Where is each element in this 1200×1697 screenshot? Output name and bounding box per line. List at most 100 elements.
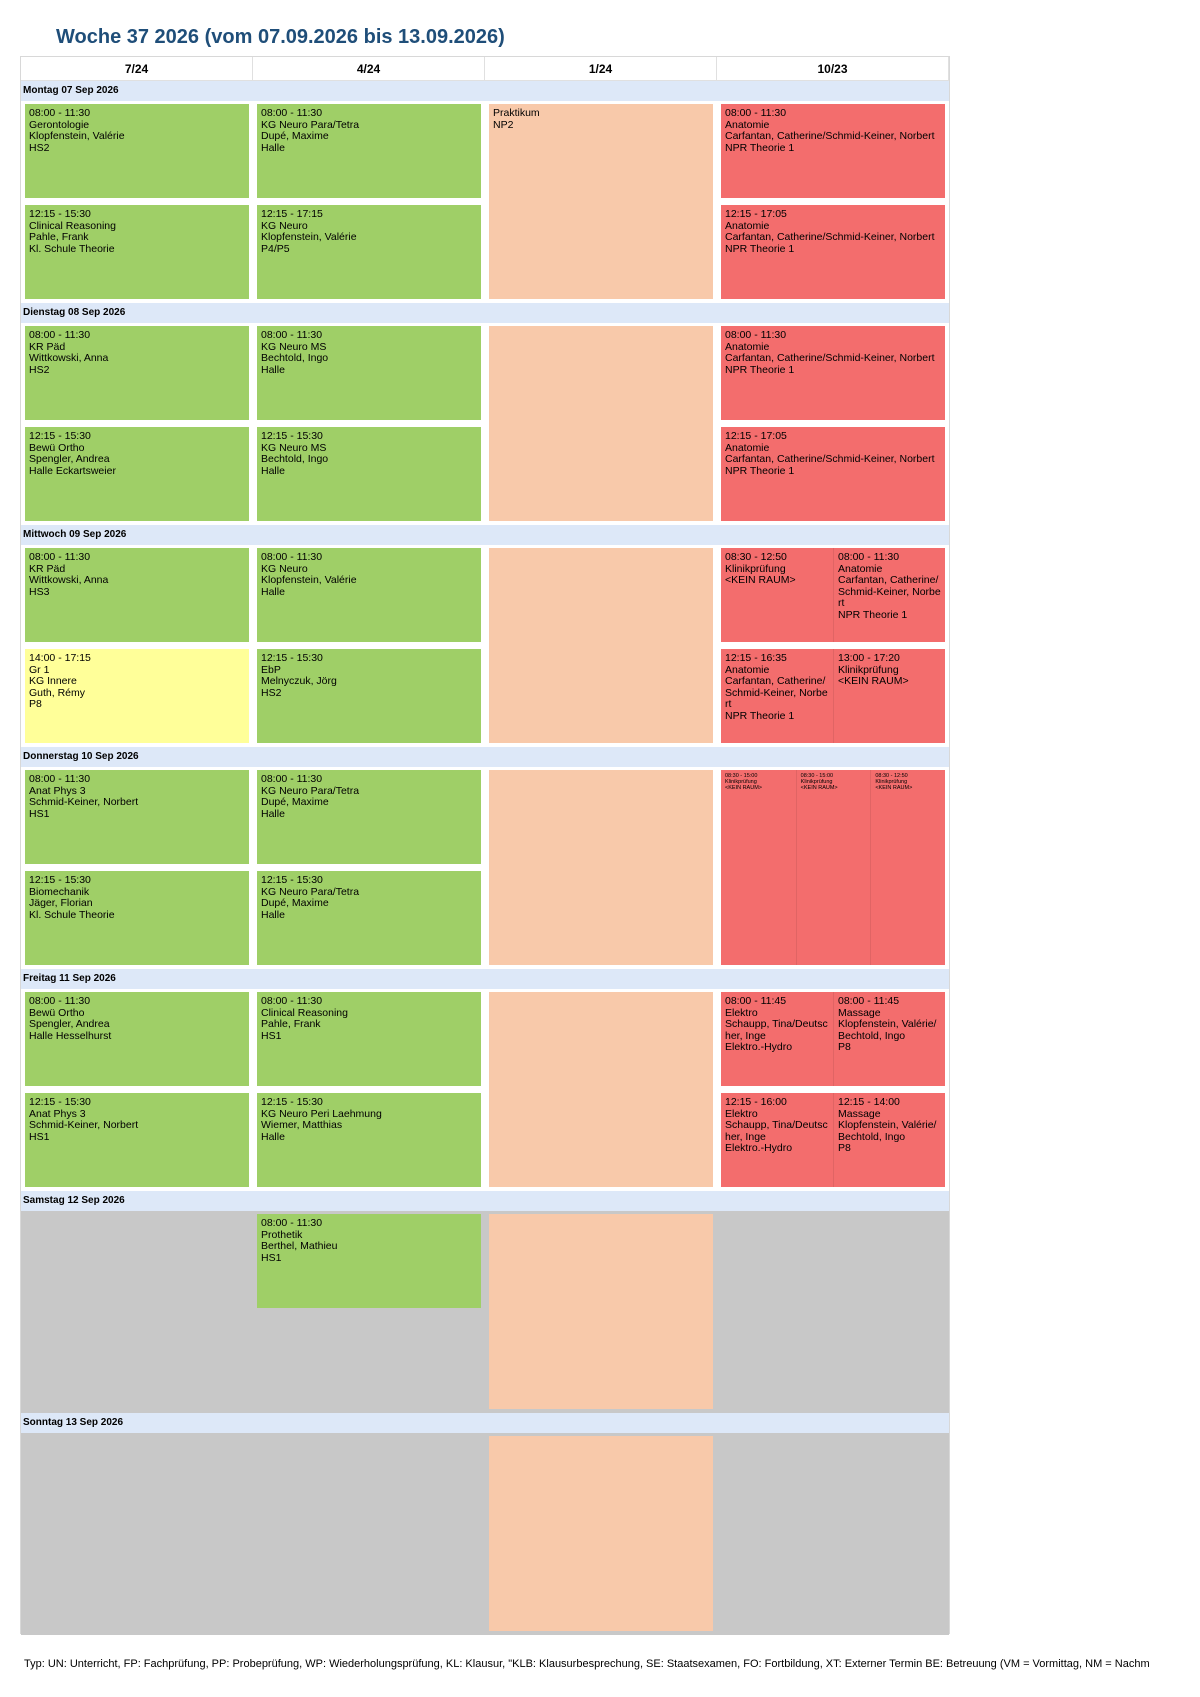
event-line: 12:15 - 16:35 bbox=[725, 652, 787, 664]
event-line: 13:00 - 17:20 bbox=[838, 652, 900, 664]
event-line: Bechtold, Ingo bbox=[261, 352, 329, 364]
day-background bbox=[21, 1211, 949, 1413]
event: 12:15 - 14:00 Massage Klopfenstein, Valéri… bbox=[833, 1093, 945, 1187]
event-line: <KEIN RAUM> bbox=[875, 785, 913, 791]
event: 12:15 - 17:15 KG Neuro Klopfenstein, Valér… bbox=[257, 205, 481, 299]
event-line: 08:00 - 11:30 bbox=[261, 329, 323, 341]
legend-footer: Typ: UN: Unterricht, FP: Fachprüfung, PP… bbox=[24, 1658, 1150, 1670]
event-line: Kl. Schule Theorie bbox=[29, 908, 115, 921]
event-line: 08:00 - 11:45 bbox=[838, 995, 900, 1007]
event-line: Carfantan, Catherine/Schmid-Keiner, Norb… bbox=[725, 352, 935, 364]
event: 13:00 - 17:20 Klinikprüfung <KEIN RAUM> bbox=[833, 649, 945, 743]
event-line: Anatomie bbox=[725, 340, 770, 353]
timetable: 7/24 4/24 1/24 10/23 Montag 07 Sep 2026 08:00… bbox=[20, 56, 950, 1635]
event-line: Dupé, Maxime bbox=[261, 796, 329, 808]
event-line: 08:00 - 11:30 bbox=[29, 773, 91, 785]
event-line: Anat Phys 3 bbox=[29, 1107, 86, 1120]
event: 12:15 - 16:00 Elektro Schaupp, Tina/Deutsc… bbox=[721, 1093, 833, 1187]
day-header: Mittwoch 09 Sep 2026 bbox=[21, 525, 949, 545]
event-line: Massage bbox=[838, 1006, 881, 1019]
event: 12:15 - 15:30 EbP Melnyczuk, Jörg HS2 bbox=[257, 649, 481, 743]
event-line: Klopfenstein, Valérie bbox=[29, 130, 125, 142]
day-header: Freitag 11 Sep 2026 bbox=[21, 969, 949, 989]
event-line: 08:00 - 11:30 bbox=[261, 1217, 323, 1229]
day-header: Montag 07 Sep 2026 bbox=[21, 81, 949, 101]
event-line: Schmid-Keiner, Norbert bbox=[29, 1119, 139, 1131]
event-line: Klopfenstein, Valérie/Bechtold, Ingo bbox=[838, 1018, 937, 1042]
event: 12:15 - 15:30 KG Neuro Para/Tetra Dupé, Ma… bbox=[257, 871, 481, 965]
event-line: Klinikprüfung bbox=[725, 779, 757, 785]
event-line: 12:15 - 15:30 bbox=[261, 652, 323, 664]
day-header: Dienstag 08 Sep 2026 bbox=[21, 303, 949, 323]
event-line: 08:00 - 11:30 bbox=[261, 773, 323, 785]
event-line: 12:15 - 17:05 bbox=[725, 430, 787, 442]
event-line: P8 bbox=[838, 1142, 851, 1154]
event-line: Jäger, Florian bbox=[29, 897, 93, 909]
event-line: Anatomie bbox=[725, 219, 770, 232]
event-line: Schaupp, Tina/Deutscher, Inge bbox=[725, 1018, 828, 1042]
event-line: Wittkowski, Anna bbox=[29, 352, 109, 364]
event-line: Elektro.-Hydro bbox=[725, 1142, 793, 1154]
event-line: KG Neuro bbox=[261, 562, 308, 575]
event-line: Pahle, Frank bbox=[29, 231, 89, 243]
event-line: Halle bbox=[261, 1130, 285, 1143]
event-line: KR Päd bbox=[29, 340, 66, 353]
event: 14:00 - 17:15 Gr 1 KG Innere Guth, Rémy P8 bbox=[25, 649, 249, 743]
event-line: Anatomie bbox=[725, 118, 770, 131]
event: 08:00 - 11:45 Massage Klopfenstein, Valéri… bbox=[833, 992, 945, 1086]
event-line: Praktikum bbox=[493, 107, 540, 119]
event: 08:00 - 11:30 Gerontologie Klopfenstein, V… bbox=[25, 104, 249, 198]
event-line: 12:15 - 15:30 bbox=[29, 874, 91, 886]
event: 12:15 - 15:30 Biomechanik Jäger, Florian Kl… bbox=[25, 871, 249, 965]
event-line: 12:15 - 15:30 bbox=[261, 874, 323, 886]
event: 12:15 - 17:05 Anatomie Carfantan, Catherin… bbox=[721, 427, 945, 521]
event: 08:30 - 15:00 Klinikprüfung <KEIN RAUM> bbox=[721, 770, 796, 965]
event-line: Kl. Schule Theorie bbox=[29, 242, 115, 255]
event-line: 12:15 - 15:30 bbox=[29, 1096, 91, 1108]
event-line: 12:15 - 16:00 bbox=[725, 1096, 787, 1108]
event-line: NPR Theorie 1 bbox=[725, 141, 795, 154]
event bbox=[489, 326, 713, 521]
event-line: 12:15 - 14:00 bbox=[838, 1096, 900, 1108]
event-line: 14:00 - 17:15 bbox=[29, 652, 91, 664]
event-line: KG Neuro Para/Tetra bbox=[261, 118, 360, 131]
event-line: 08:00 - 11:45 bbox=[725, 995, 787, 1007]
event: 12:15 - 15:30 KG Neuro Peri Laehmung Wieme… bbox=[257, 1093, 481, 1187]
event-line: 12:15 - 15:30 bbox=[29, 208, 91, 220]
day-header: Sonntag 13 Sep 2026 bbox=[21, 1413, 949, 1433]
event-line: 12:15 - 15:30 bbox=[261, 1096, 323, 1108]
event-line: KG Neuro Peri Laehmung bbox=[261, 1107, 382, 1120]
event-line: Bewü Ortho bbox=[29, 441, 85, 454]
event-line: 08:30 - 15:00 bbox=[800, 773, 834, 779]
event-line: HS1 bbox=[29, 807, 50, 820]
event-line: Elektro bbox=[725, 1006, 758, 1019]
event-line: <KEIN RAUM> bbox=[725, 574, 796, 586]
event-line: Prothetik bbox=[261, 1228, 303, 1241]
event: 08:00 - 11:30 Anat Phys 3 Schmid-Keiner, N… bbox=[25, 770, 249, 864]
event-line: Elektro.-Hydro bbox=[725, 1041, 793, 1053]
column-header: 10/23 bbox=[717, 57, 949, 81]
event-line: Carfantan, Catherine/Schmid-Keiner, Norb… bbox=[725, 231, 935, 243]
event-line: Clinical Reasoning bbox=[29, 219, 116, 232]
event-line: 08:00 - 11:30 bbox=[29, 995, 91, 1007]
event-line: 08:30 - 12:50 bbox=[725, 551, 787, 563]
event bbox=[489, 770, 713, 965]
event-line: Halle Eckartsweier bbox=[29, 464, 116, 477]
day-header: Samstag 12 Sep 2026 bbox=[21, 1191, 949, 1211]
event-line: Halle bbox=[261, 908, 285, 921]
column-header: 4/24 bbox=[253, 57, 485, 81]
event-line: Klinikprüfung bbox=[800, 779, 833, 785]
event-line: <KEIN RAUM> bbox=[838, 675, 909, 687]
event: 08:30 - 15:00 Klinikprüfung <KEIN RAUM> bbox=[795, 770, 871, 965]
event: 08:00 - 11:30 KG Neuro MS Bechtold, Ingo Ha… bbox=[257, 326, 481, 420]
event: 08:30 - 12:50 Klinikprüfung <KEIN RAUM> bbox=[870, 770, 945, 965]
column-header: 7/24 bbox=[21, 57, 253, 81]
event-line: Carfantan, Catherine/Schmid-Keiner, Norb… bbox=[725, 453, 935, 465]
event-line: Carfantan, Catherine/Schmid-Keiner, Norb… bbox=[838, 574, 941, 609]
event-line: HS1 bbox=[261, 1251, 282, 1264]
event-line: 08:00 - 11:30 bbox=[838, 551, 900, 563]
event-line: Klinikprüfung bbox=[875, 779, 908, 785]
event-line: HS1 bbox=[29, 1130, 50, 1143]
event-line: KR Päd bbox=[29, 562, 66, 575]
